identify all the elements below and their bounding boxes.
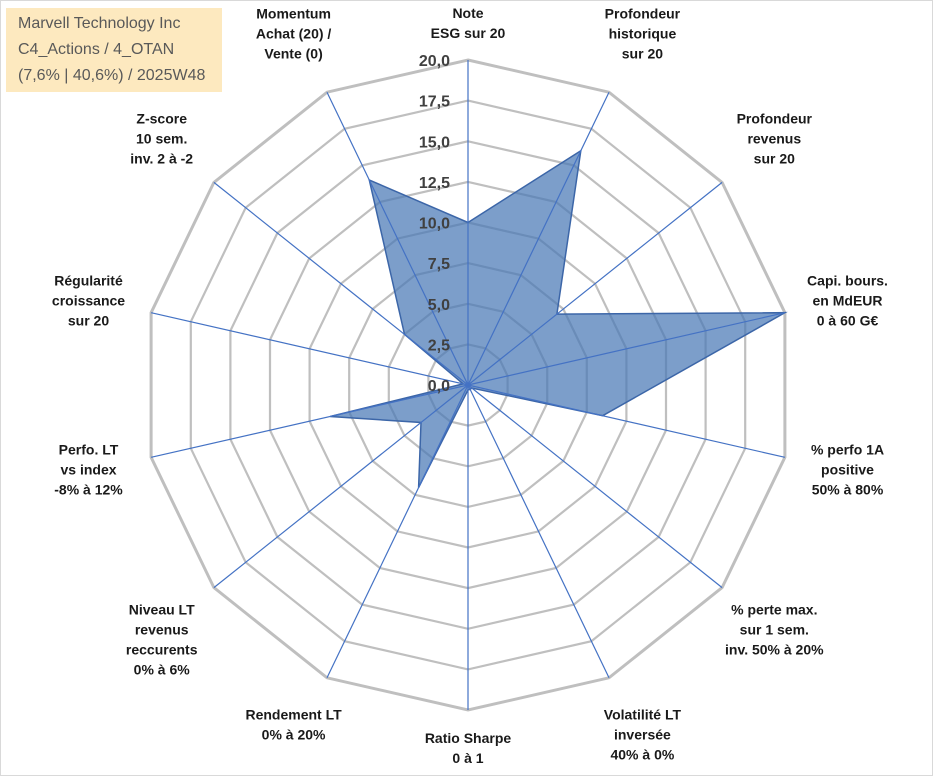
- spoke-prof-hist: [467, 91, 610, 386]
- title-line-1: Marvell Technology Inc: [18, 15, 181, 32]
- axis-label-line: 0 à 60 G€: [817, 313, 879, 329]
- axis-label-prof-rev: Profondeur revenus sur 20: [737, 111, 813, 167]
- axis-label-perfo-1a: % perfo 1A positive 50% à 80%: [811, 441, 884, 497]
- axis-label-line: 50% à 80%: [812, 481, 884, 497]
- axis-label-line: Capi. bours.: [807, 273, 888, 289]
- axis-label-line: Ratio Sharpe: [425, 730, 512, 746]
- axis-label-line: -8% à 12%: [54, 481, 123, 497]
- axis-label-line: inv. 50% à 20%: [725, 641, 824, 657]
- tick-label: 7,5: [428, 256, 450, 273]
- spoke-prof-rev: [467, 181, 723, 386]
- axis-label-line: % perte max.: [731, 601, 817, 617]
- axis-label-niveau-rev: Niveau LT revenus reccurents 0% à 6%: [126, 601, 198, 677]
- spoke-momentum: [326, 91, 469, 386]
- tick-label: 0,0: [428, 378, 450, 395]
- axis-label-line: sur 1 sem.: [740, 621, 809, 637]
- tick-label: 17,5: [419, 94, 450, 111]
- axis-label-line: Rendement LT: [245, 707, 342, 723]
- axis-label-line: sur 20: [754, 151, 795, 167]
- spoke-regularite: [150, 312, 469, 386]
- spoke-zscore: [213, 181, 469, 386]
- axis-label-line: croissance: [52, 293, 125, 309]
- axis-label-zscore: Z-score 10 sem. inv. 2 à -2: [130, 111, 193, 167]
- tick-label: 15,0: [419, 134, 450, 151]
- spoke-volatilite: [467, 384, 610, 679]
- axis-label-line: Volatilité LT: [604, 707, 682, 723]
- axis-label-line: positive: [821, 461, 874, 477]
- title-line-2: C4_Actions / 4_OTAN: [18, 41, 175, 58]
- axis-label-line: Momentum: [256, 6, 331, 22]
- axis-label-line: 10 sem.: [136, 131, 187, 147]
- axis-label-line: ESG sur 20: [431, 25, 506, 41]
- axis-label-line: historique: [609, 26, 677, 42]
- spoke-perfo-1a: [467, 384, 786, 458]
- axis-label-line: Note: [452, 5, 483, 21]
- axis-label-line: Profondeur: [605, 6, 681, 22]
- axis-label-line: 0% à 20%: [262, 727, 326, 743]
- axis-label-line: Régularité: [54, 273, 123, 289]
- axis-label-line: 0 à 1: [452, 750, 483, 766]
- axis-label-line: Profondeur: [737, 111, 813, 127]
- spoke-rendement: [326, 384, 469, 679]
- axis-label-line: sur 20: [622, 46, 663, 62]
- axis-label-line: vs index: [60, 461, 116, 477]
- axis-label-regularite: Régularité croissance sur 20: [52, 273, 125, 329]
- axis-label-momentum: Momentum Achat (20) / Vente (0): [256, 6, 332, 62]
- spoke-perte-max: [467, 384, 723, 589]
- tick-label: 5,0: [428, 297, 450, 314]
- axis-label-perfo-lt: Perfo. LT vs index -8% à 12%: [54, 441, 123, 497]
- tick-label: 20,0: [419, 53, 450, 70]
- axis-label-line: % perfo 1A: [811, 441, 884, 457]
- axis-label-esg: Note ESG sur 20: [431, 5, 506, 41]
- axis-label-rendement: Rendement LT 0% à 20%: [245, 707, 342, 743]
- axis-label-prof-hist: Profondeur historique sur 20: [605, 6, 681, 62]
- axis-label-line: inv. 2 à -2: [130, 151, 193, 167]
- axis-label-capi: Capi. bours. en MdEUR 0 à 60 G€: [807, 273, 888, 329]
- series-polygon: [330, 149, 788, 488]
- series-area: [330, 149, 788, 488]
- tick-labels: 0,0 2,5 5,0 7,5 10,0 12,5 15,0 17,5 20,0: [419, 53, 450, 395]
- axis-label-line: Z-score: [136, 111, 187, 127]
- axis-label-line: Perfo. LT: [59, 441, 119, 457]
- axis-label-line: Niveau LT: [129, 601, 195, 617]
- axis-spokes: [150, 60, 786, 710]
- axis-label-line: 40% à 0%: [610, 747, 674, 763]
- chart-title-box: Marvell Technology Inc C4_Actions / 4_OT…: [6, 8, 222, 92]
- axis-label-line: en MdEUR: [813, 293, 883, 309]
- axis-label-line: inversée: [614, 727, 671, 743]
- axis-label-line: sur 20: [68, 313, 109, 329]
- axis-label-line: revenus: [747, 131, 801, 147]
- axis-label-line: revenus: [135, 621, 189, 637]
- tick-label: 2,5: [428, 337, 450, 354]
- spoke-perfo-lt: [150, 384, 469, 458]
- axis-label-line: Achat (20) /: [256, 26, 332, 42]
- axis-labels: Note ESG sur 20 Profondeur historique sur 20…: [52, 5, 888, 766]
- spoke-capi: [467, 312, 786, 386]
- axis-label-line: reccurents: [126, 641, 198, 657]
- tick-label: 12,5: [419, 175, 450, 192]
- axis-label-volatilite: Volatilité LT inversée 40% à 0%: [604, 707, 682, 763]
- title-line-3: (7,6% | 40,6%) / 2025W48: [18, 67, 206, 84]
- axis-label-sharpe: Ratio Sharpe 0 à 1: [425, 730, 512, 766]
- spoke-niveau-rev: [213, 384, 469, 589]
- axis-label-line: 0% à 6%: [134, 661, 191, 677]
- tick-label: 10,0: [419, 216, 450, 233]
- axis-label-line: Vente (0): [264, 46, 322, 62]
- axis-label-perte-max: % perte max. sur 1 sem. inv. 50% à 20%: [725, 601, 824, 657]
